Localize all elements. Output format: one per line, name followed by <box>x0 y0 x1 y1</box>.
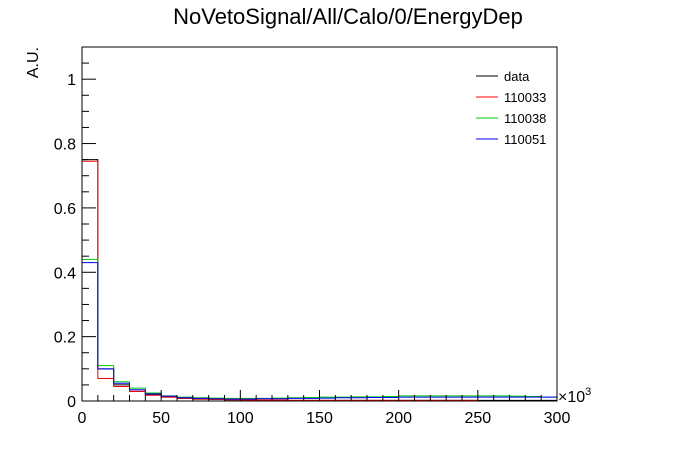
legend-label-110051: 110051 <box>504 132 546 147</box>
series-line-110051 <box>81 262 558 401</box>
y-tick-label: 0 <box>67 394 76 411</box>
series-line-110038 <box>81 258 558 401</box>
x-tick-label: 300 <box>544 410 571 427</box>
y-axis: 0 0.2 0.4 0.6 0.8 1 <box>54 46 96 411</box>
legend-label-data: data <box>504 69 530 84</box>
x-axis: 0 50 100 150 200 250 300 <box>78 390 571 427</box>
y-tick-label: 1 <box>67 72 76 89</box>
series-line-110033 <box>81 160 557 402</box>
legend: data 110033 110038 110051 <box>476 69 546 147</box>
x-axis-multiplier-exponent: 3 <box>585 386 591 398</box>
legend-label-110038: 110038 <box>504 111 546 126</box>
x-tick-label: 200 <box>385 410 412 427</box>
x-axis-multiplier-base: ×10 <box>558 389 585 406</box>
plot-series <box>81 159 558 402</box>
y-tick-label: 0.2 <box>54 330 76 347</box>
y-tick-label: 0.8 <box>54 137 76 154</box>
chart-title: NoVetoSignal/All/Calo/0/EnergyDep <box>173 4 523 29</box>
x-tick-label: 250 <box>464 410 491 427</box>
x-tick-label: 0 <box>78 410 87 427</box>
x-tick-label: 150 <box>306 410 333 427</box>
y-axis-title: A.U. <box>25 47 42 78</box>
plot-frame <box>81 46 558 402</box>
x-tick-label: 100 <box>227 410 254 427</box>
legend-label-110033: 110033 <box>504 90 546 105</box>
x-axis-multiplier: ×103 <box>558 386 591 406</box>
series-line-data <box>81 159 558 401</box>
y-tick-label: 0.6 <box>54 201 76 218</box>
y-tick-label: 0.4 <box>54 265 76 282</box>
x-tick-label: 50 <box>152 410 170 427</box>
